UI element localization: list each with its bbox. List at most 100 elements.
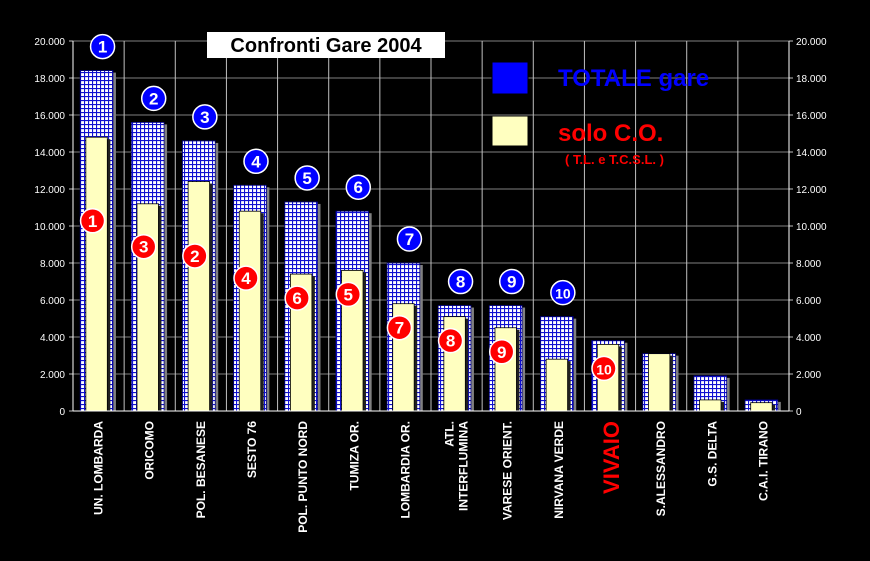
rank-badge-totale-text: 10 [555,286,571,302]
category-label-line: C.A.I. TIRANO [756,421,770,501]
rank-badge-totale-text: 9 [507,273,516,292]
rank-badge-co-circle [284,285,310,311]
rank-badge-co: 6 [284,285,310,311]
rank-badge-totale: 1 [89,33,116,60]
bar-co [699,399,722,412]
rank-badge-totale-circle [396,226,423,252]
y-tick-label-left: 10.000 [34,222,65,233]
bar-co [238,210,262,412]
rank-badge-co-circle [488,339,515,365]
rank-badge-totale: 10 [550,279,576,306]
rank-badge-co: 10 [591,355,617,382]
bar-co [648,353,671,412]
category-label: ORICOMO [143,421,157,480]
category-label: VARESE ORIENT. [501,421,515,520]
bar-co [85,136,108,412]
rank-badge-totale-text: 6 [354,178,363,197]
rank-badge-co-circle [591,355,617,382]
category-label: POL. PUNTO NORD [296,421,310,533]
chart-title: Confronti Gare 2004 [230,35,422,57]
category-label: NIRVANA VERDE [552,421,566,519]
rank-badge-co: 4 [233,265,259,291]
legend: TOTALE gare solo C.O. ( T.L. e T.C.S.L. … [491,61,709,167]
y-tick-label-right: 6.000 [796,296,821,307]
rank-badge-co: 8 [437,327,464,354]
y-tick-label-left: 0 [59,407,65,418]
category-label-line: ATL. [443,421,457,447]
category-label: SESTO 76 [245,421,259,478]
rank-badge-totale-text: 2 [149,89,158,108]
rank-badge-totale-text: 5 [302,169,311,188]
y-tick-label-right: 2.000 [796,370,821,381]
y-tick-label-left: 14.000 [34,148,65,159]
y-tick-label-left: 4.000 [40,333,65,344]
category-label: ATL. INTERFLUMINA [443,421,471,511]
rank-badge-co-circle [182,243,208,269]
category-label: TUMIZA OR. [347,421,361,491]
rank-badge-totale-circle [447,268,474,295]
legend-co-label: solo C.O. [558,120,663,147]
rank-badge-totale: 9 [498,268,525,295]
legend-co-swatch [491,115,529,147]
y-tick-label-right: 10.000 [796,222,827,233]
category-label: LOMBARDIA OR. [398,421,412,519]
category-label-line: UN. LOMBARDA [92,421,106,515]
category-label-line: INTERFLUMINA [457,421,471,511]
rank-badge-co-text: 9 [497,343,506,362]
rank-badge-co-text: 3 [139,238,148,257]
rank-badge-co-text: 10 [596,361,612,377]
rank-badge-co-text: 8 [446,332,455,351]
bar-co [187,181,210,412]
rank-badge-totale-text: 8 [456,273,465,292]
rank-badge-totale-circle [89,33,116,60]
rank-badge-totale: 3 [192,104,218,130]
rank-badge-totale: 5 [294,165,320,191]
category-label-line: NIRVANA VERDE [552,421,566,519]
rank-badge-co-circle [335,281,362,308]
rank-badge-co-circle [233,265,259,291]
rank-badge-totale-circle [345,174,372,200]
y-tick-label-left: 16.000 [34,111,65,122]
rank-badge-totale-circle [243,148,269,175]
rank-badge-co: 1 [79,208,106,234]
category-label-line: S.ALESSANDRO [654,421,668,516]
y-tick-label-left: 6.000 [40,296,65,307]
rank-badge-totale-circle [550,279,576,306]
category-label: VIVAIO [599,421,624,494]
category-label: POL. BESANESE [194,421,208,518]
y-tick-label-left: 20.000 [34,37,65,48]
category-label-line: VIVAIO [599,421,624,494]
category-label: G.S. DELTA [705,421,719,487]
y-tick-label-left: 2.000 [40,370,65,381]
category-label-line: LOMBARDIA OR. [398,421,412,519]
y-tick-label-right: 0 [796,407,802,418]
category-label-line: SESTO 76 [245,421,259,478]
rank-badge-totale-text: 3 [200,108,209,127]
y-tick-label-right: 14.000 [796,148,827,159]
rank-badge-co-circle [79,208,106,234]
rank-badge-totale: 8 [447,268,474,295]
rank-badge-co-circle [437,327,464,354]
rank-badge-totale: 7 [396,226,423,252]
y-tick-label-right: 16.000 [796,111,827,122]
rank-badge-co: 5 [335,281,362,308]
rank-badge-co-text: 5 [344,285,353,304]
y-tick-label-left: 18.000 [34,74,65,85]
legend-total-swatch [491,61,529,95]
bar-co [750,402,773,412]
category-label: C.A.I. TIRANO [756,421,770,501]
rank-badge-totale: 6 [345,174,372,200]
rank-badge-totale-circle [140,85,167,112]
rank-badge-co-text: 6 [292,289,301,308]
rank-badge-co: 9 [488,339,515,365]
rank-badge-co-text: 7 [395,319,404,338]
title-box [207,32,445,58]
rank-badge-totale: 2 [140,85,167,112]
category-label-line: TUMIZA OR. [347,421,361,491]
category-label-line: ORICOMO [143,421,157,480]
y-tick-label-right: 12.000 [796,185,827,196]
rank-badge-co-text: 1 [88,212,97,231]
y-tick-label-right: 20.000 [796,37,827,48]
category-label-line: G.S. DELTA [705,421,719,487]
